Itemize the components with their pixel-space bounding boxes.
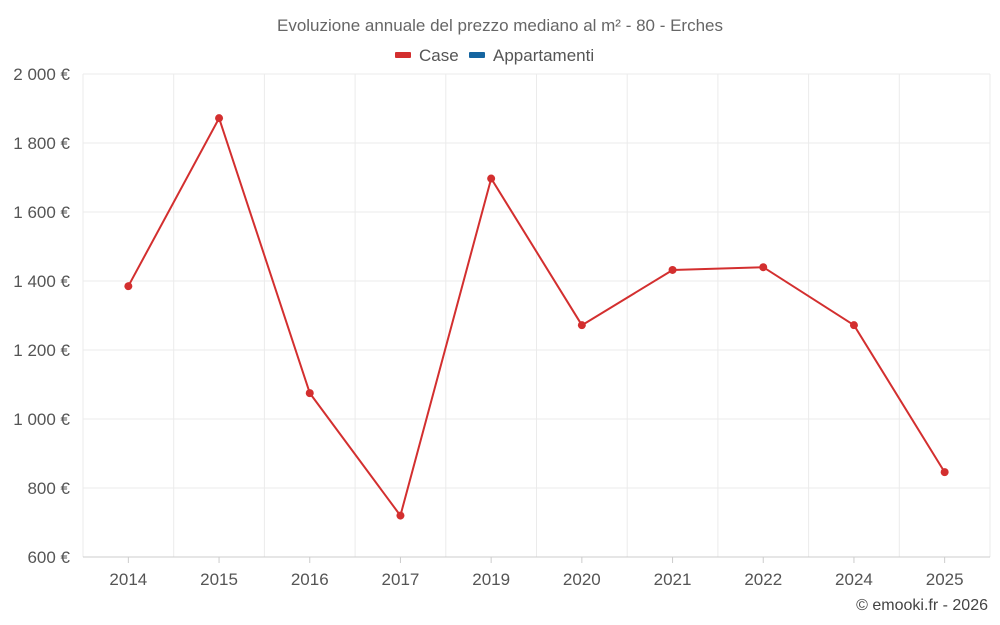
x-tick-label: 2024 bbox=[835, 570, 873, 589]
data-point[interactable] bbox=[124, 282, 133, 291]
chart-title: Evoluzione annuale del prezzo mediano al… bbox=[277, 16, 723, 35]
data-point[interactable] bbox=[759, 263, 768, 272]
data-point[interactable] bbox=[940, 468, 949, 477]
y-tick-label: 1 200 € bbox=[13, 341, 70, 360]
y-tick-label: 1 800 € bbox=[13, 134, 70, 153]
credit-text: © emooki.fr - 2026 bbox=[856, 597, 988, 614]
legend-label-case[interactable]: Case bbox=[419, 46, 459, 65]
x-tick-label: 2019 bbox=[472, 570, 510, 589]
x-tick-label: 2021 bbox=[654, 570, 692, 589]
x-tick-label: 2025 bbox=[926, 570, 964, 589]
y-tick-label: 1 000 € bbox=[13, 410, 70, 429]
data-point[interactable] bbox=[396, 511, 405, 520]
y-tick-label: 2 000 € bbox=[13, 65, 70, 84]
legend: Case Appartamenti bbox=[395, 46, 594, 65]
x-tick-label: 2020 bbox=[563, 570, 601, 589]
x-tick-label: 2016 bbox=[291, 570, 329, 589]
legend-swatch-case bbox=[395, 52, 411, 58]
data-point[interactable] bbox=[215, 114, 224, 123]
axes: 600 € 800 € 1 000 € 1 200 € 1 400 € 1 600 € 1 … bbox=[13, 65, 990, 589]
y-tick-label: 1 600 € bbox=[13, 203, 70, 222]
data-point[interactable] bbox=[487, 174, 496, 183]
y-tick-label: 1 400 € bbox=[13, 272, 70, 291]
grid-lines bbox=[82, 73, 991, 558]
legend-label-appartamenti[interactable]: Appartamenti bbox=[493, 46, 594, 65]
data-point[interactable] bbox=[577, 321, 586, 330]
y-tick-label: 800 € bbox=[27, 479, 70, 498]
data-point[interactable] bbox=[668, 265, 677, 274]
series-layer bbox=[124, 114, 949, 520]
y-tick-label: 600 € bbox=[27, 548, 70, 567]
data-point[interactable] bbox=[849, 321, 858, 330]
data-point[interactable] bbox=[305, 389, 314, 398]
x-tick-label: 2014 bbox=[109, 570, 147, 589]
x-tick-label: 2015 bbox=[200, 570, 238, 589]
series-line-case bbox=[127, 115, 946, 518]
x-tick-label: 2017 bbox=[382, 570, 420, 589]
legend-swatch-appartamenti bbox=[469, 52, 485, 58]
x-tick-label: 2022 bbox=[744, 570, 782, 589]
